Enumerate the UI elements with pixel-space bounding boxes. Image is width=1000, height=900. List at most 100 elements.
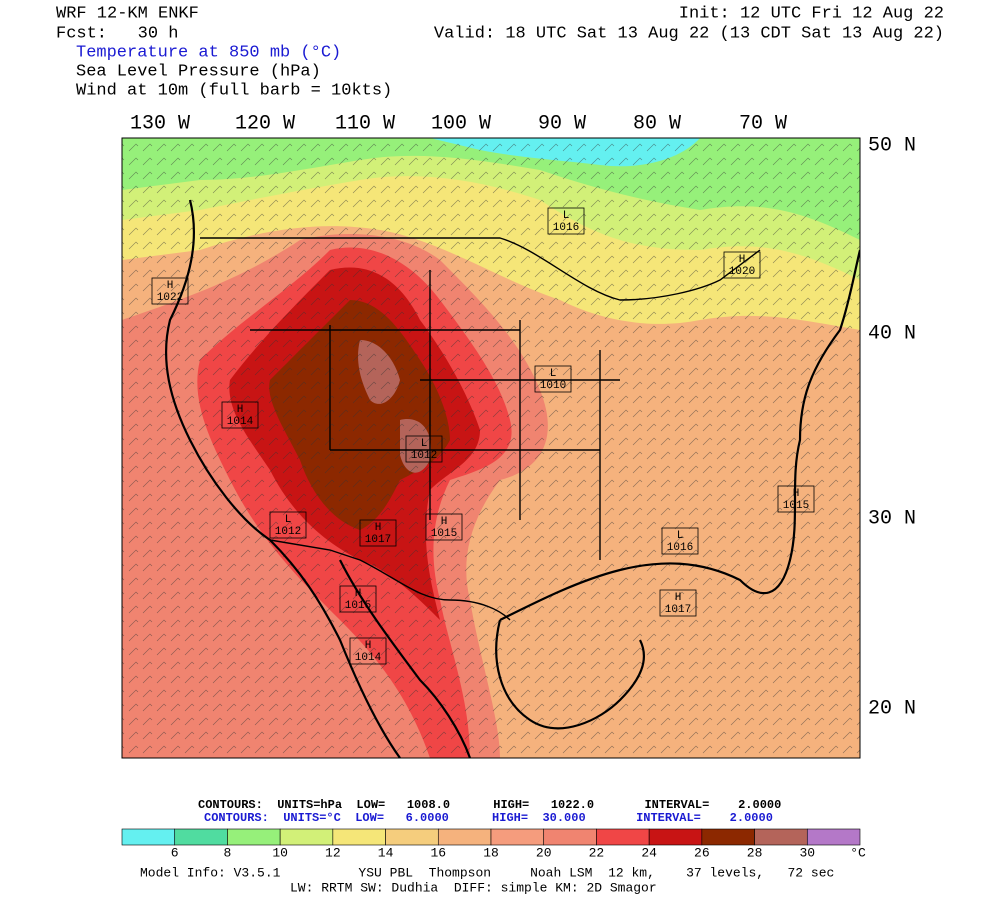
- center-type: L: [550, 368, 557, 380]
- colorbar-swatch: [227, 828, 281, 846]
- colorbar-swatch: [701, 828, 755, 846]
- colorbar-swatch: [596, 828, 650, 846]
- center-value: 1017: [365, 534, 391, 546]
- model-info: Model Info: V3.5.1 YSU PBL Thompson Noah…: [140, 865, 834, 880]
- colorbar-swatch: [490, 828, 545, 846]
- lon-label: 80 W: [633, 112, 681, 135]
- forecast-hour: Fcst: 30 h: [56, 24, 178, 43]
- pressure-contour-info: CONTOURS: UNITS=hPa LOW= 1008.0 HIGH= 10…: [198, 798, 781, 812]
- coastline: [495, 619, 645, 730]
- center-type: H: [675, 592, 682, 604]
- center-value: 1015: [345, 600, 371, 612]
- lon-label: 90 W: [538, 112, 586, 135]
- lat-label: 30 N: [868, 507, 916, 530]
- physics-info: LW: RRTM SW: Dudhia DIFF: simple KM: 2D …: [290, 880, 657, 895]
- colorbar-swatch: [543, 828, 597, 846]
- colorbar-label: 20: [536, 845, 552, 860]
- center-value: 1020: [729, 266, 755, 278]
- init-time: Init: 12 UTC Fri 12 Aug 22: [679, 4, 944, 23]
- border: [200, 237, 761, 301]
- wind-barbs: [122, 138, 860, 758]
- lon-label: 100 W: [431, 112, 491, 135]
- colorbar-label: 6: [171, 845, 179, 860]
- coastline: [164, 199, 401, 758]
- colorbar-swatch: [121, 828, 176, 846]
- colorbar-swatch: [385, 828, 439, 846]
- map-frame: [121, 137, 861, 759]
- lat-label: 40 N: [868, 322, 916, 345]
- center-value: 1010: [540, 380, 566, 392]
- colorbar-swatch: [332, 828, 386, 846]
- colorbar-label: 24: [641, 845, 657, 860]
- center-value: 1022: [157, 292, 183, 304]
- colorbar-label: 10: [272, 845, 288, 860]
- coastline: [499, 249, 860, 621]
- lon-label: 120 W: [235, 112, 295, 135]
- center-value: 1014: [355, 652, 382, 664]
- center-type: H: [375, 522, 382, 534]
- colorbar-swatch: [174, 828, 228, 846]
- center-type: H: [441, 516, 448, 528]
- center-type: L: [677, 530, 684, 542]
- colorbar-label: 16: [430, 845, 446, 860]
- lon-label: 110 W: [335, 112, 395, 135]
- coastline: [339, 559, 472, 758]
- lat-label: 20 N: [868, 697, 916, 720]
- center-value: 1012: [275, 526, 301, 538]
- temperature-contour-info: CONTOURS: UNITS=°C LOW= 6.0000 HIGH= 30.…: [204, 811, 773, 825]
- field-label: Temperature at 850 mb (°C): [76, 43, 341, 62]
- colorbar-swatch: [754, 828, 808, 846]
- center-type: H: [365, 640, 372, 652]
- colorbar-label: 14: [378, 845, 394, 860]
- center-type: H: [237, 404, 244, 416]
- colorbar-label: 30: [799, 845, 815, 860]
- lon-label: 70 W: [739, 112, 787, 135]
- model-title: WRF 12-KM ENKF: [56, 4, 199, 23]
- center-type: H: [355, 588, 362, 600]
- center-value: 1014: [227, 416, 254, 428]
- colorbar-swatch: [648, 828, 703, 846]
- valid-time: Valid: 18 UTC Sat 13 Aug 22 (13 CDT Sat …: [434, 24, 944, 43]
- center-type: H: [167, 280, 174, 292]
- lat-label: 50 N: [868, 134, 916, 157]
- center-type: L: [563, 210, 570, 222]
- center-value: 1015: [431, 528, 457, 540]
- center-type: H: [793, 488, 800, 500]
- colorbar-swatch: [806, 828, 861, 846]
- colorbar: 6 8 10 12 14 16 18 20 22 24 26 28 30 °C: [121, 828, 866, 860]
- field-label: Wind at 10m (full barb = 10kts): [76, 81, 392, 100]
- colorbar-label: 22: [589, 845, 605, 860]
- colorbar-label: 8: [224, 845, 232, 860]
- colorbar-label: 18: [483, 845, 499, 860]
- center-value: 1017: [665, 604, 691, 616]
- center-type: L: [421, 438, 428, 450]
- colorbar-label: 28: [747, 845, 763, 860]
- center-value: 1016: [667, 542, 693, 554]
- border: [250, 270, 620, 560]
- center-value: 1015: [783, 500, 809, 512]
- field-label: Sea Level Pressure (hPa): [76, 62, 321, 81]
- border: [269, 539, 511, 621]
- colorbar-swatch: [437, 828, 492, 846]
- center-type: H: [739, 254, 746, 266]
- lon-label: 130 W: [130, 112, 190, 135]
- center-value: 1012: [411, 450, 437, 462]
- lat-labels: 50 N 40 N 30 N 20 N: [868, 134, 916, 720]
- center-type: L: [285, 514, 292, 526]
